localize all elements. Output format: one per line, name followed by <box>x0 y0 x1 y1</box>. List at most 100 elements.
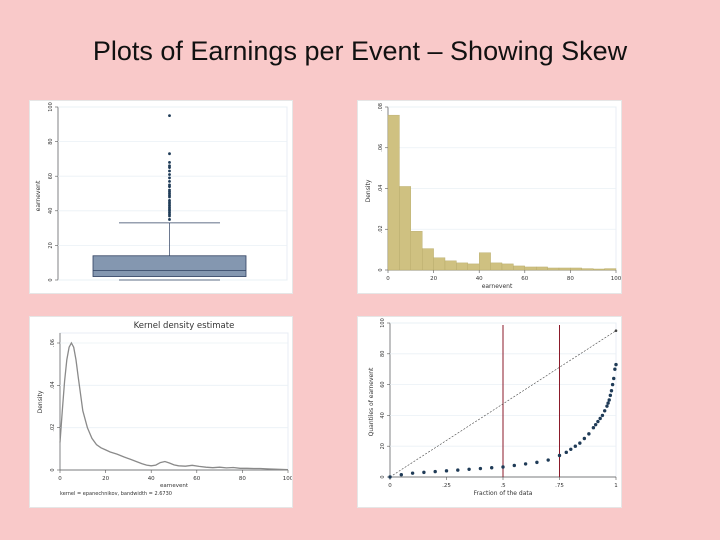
histogram-bar <box>421 248 434 271</box>
quantile-plot-panel: 0 20 40 60 80 100 0 .25 .5 .75 1 Quantiles of earne… <box>358 317 621 507</box>
y-tick-label: 80 <box>48 138 54 144</box>
outlier-point <box>168 152 171 156</box>
quantile-point <box>606 401 610 405</box>
plot-region <box>59 332 289 471</box>
outlier-point <box>168 179 171 183</box>
y-tick-label: 40 <box>380 412 386 418</box>
kde-title: Kernel density estimate <box>134 321 235 331</box>
quantile-point <box>410 471 415 475</box>
outlier-point <box>168 199 171 202</box>
histogram-bar <box>524 266 537 271</box>
quantile-point <box>557 453 562 458</box>
y-tick-label: 60 <box>380 381 386 387</box>
x-axis-label: Fraction of the data <box>474 490 533 497</box>
outlier-point <box>168 160 171 164</box>
outlier-point <box>168 169 171 173</box>
histogram-bar <box>547 267 560 271</box>
outlier-point <box>168 188 171 192</box>
quantile-point <box>608 393 613 398</box>
y-tick-label: 40 <box>48 208 54 214</box>
outlier-point <box>168 183 171 187</box>
histogram-panel: 0 .02 .04 .06 .08 0 20 40 60 80 100 Density earneven… <box>358 101 621 293</box>
y-tick-label: 100 <box>380 318 386 328</box>
quantile-point <box>612 376 616 381</box>
quantile-point <box>573 444 578 448</box>
x-axis-label: earnevent <box>482 283 513 290</box>
histogram-bar <box>581 268 594 271</box>
quantile-point <box>609 389 614 393</box>
quantile-point <box>564 450 568 455</box>
y-tick-label: .08 <box>378 103 384 111</box>
quantile-point <box>600 413 605 418</box>
histogram-bar <box>558 267 571 271</box>
quantile-point <box>433 469 437 474</box>
histogram-bar <box>444 260 457 271</box>
histogram-bar <box>456 262 469 271</box>
quantile-point <box>388 475 392 479</box>
quantile-point <box>613 367 617 371</box>
quantile-point <box>605 404 609 408</box>
reference-end-point <box>614 329 618 332</box>
outlier-point <box>168 218 171 221</box>
outlier-point <box>168 176 171 180</box>
y-tick-label: 20 <box>380 443 386 449</box>
plot-region <box>57 106 288 281</box>
histogram-bar <box>570 267 582 271</box>
quantile-point <box>535 460 539 465</box>
x-axis-label: earnevent <box>160 483 189 489</box>
y-tick-label: .06 <box>378 144 384 152</box>
x-tick-label: 0 <box>58 476 62 482</box>
histogram-bar <box>478 252 491 271</box>
quantile-point <box>596 419 600 424</box>
y-tick-label: 0 <box>378 268 384 271</box>
x-tick-label: 100 <box>283 476 292 482</box>
quantile-point <box>456 468 460 472</box>
y-tick-label: 20 <box>48 242 54 248</box>
quantile-point <box>598 416 602 421</box>
y-tick-label: 0 <box>50 468 56 471</box>
histogram-bar <box>501 263 514 271</box>
quantile-point <box>582 436 587 441</box>
x-tick-label: 0 <box>386 276 390 282</box>
box-plot-panel: 0 20 40 60 80 100 earnevent <box>30 101 292 293</box>
x-tick-label: 1 <box>614 483 618 489</box>
density-line <box>59 341 289 471</box>
quantile-point <box>399 472 403 477</box>
y-axis-label: Density <box>37 390 44 413</box>
y-tick-label: 80 <box>380 351 386 357</box>
kernel-density-plot: Kernel density estimate 0 .02 .04 .06 0 20 40 60… <box>37 321 292 497</box>
y-tick-label: .06 <box>50 339 56 347</box>
quantile-point <box>591 426 596 430</box>
outlier-point <box>168 164 171 168</box>
quantile-point <box>610 382 615 387</box>
histogram: 0 .02 .04 .06 .08 0 20 40 60 80 100 Density earneven… <box>365 103 621 290</box>
x-tick-label: 0 <box>388 483 392 489</box>
histogram-bar <box>467 263 480 271</box>
quantile-point <box>614 362 618 367</box>
y-axis-label: Density <box>365 179 372 202</box>
histogram-bar <box>604 268 617 271</box>
outlier-point <box>168 114 171 118</box>
kernel-density-panel: Kernel density estimate 0 .02 .04 .06 0 20 40 60… <box>30 317 292 507</box>
y-tick-label: 0 <box>380 475 386 478</box>
slide-title: Plots of Earnings per Event – Showing Sk… <box>92 36 628 66</box>
x-tick-label: .5 <box>500 483 506 489</box>
quantile-point <box>593 422 598 427</box>
x-tick-label: 100 <box>611 276 621 282</box>
x-tick-label: 80 <box>567 276 574 282</box>
box-plot: 0 20 40 60 80 100 earnevent <box>35 102 288 282</box>
x-tick-label: 60 <box>193 476 200 482</box>
y-tick-label: .02 <box>50 424 56 432</box>
y-axis-label: earnevent <box>35 180 42 211</box>
x-tick-label: 80 <box>239 476 246 482</box>
y-tick-label: .02 <box>378 225 384 233</box>
quantile-plot: 0 20 40 60 80 100 0 .25 .5 .75 1 Quantiles of earne… <box>368 318 618 497</box>
quantile-point <box>422 470 426 475</box>
histogram-bar <box>410 231 423 271</box>
quantile-point <box>607 398 611 402</box>
quantile-point <box>569 447 573 451</box>
quantile-point <box>512 463 516 468</box>
quantile-point <box>478 466 483 471</box>
x-tick-label: 20 <box>102 476 109 482</box>
y-tick-label: 0 <box>48 278 54 281</box>
